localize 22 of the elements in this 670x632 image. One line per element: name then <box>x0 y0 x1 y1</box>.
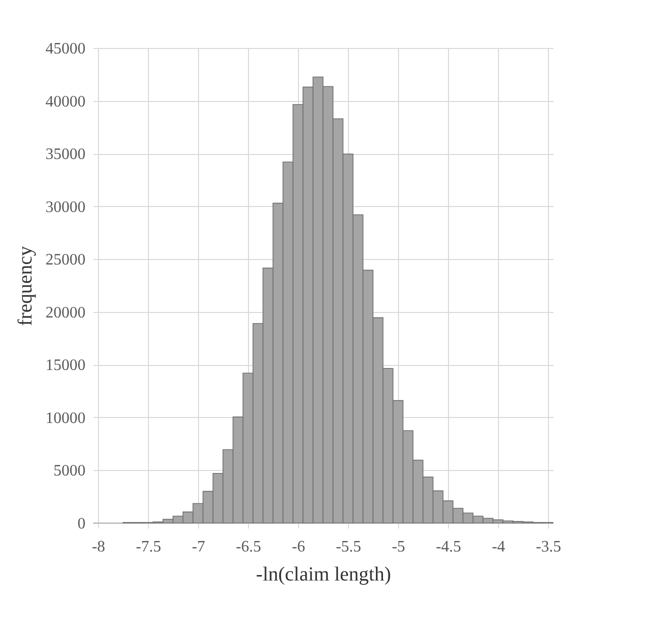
y-tick-label: 45000 <box>46 40 86 58</box>
x-axis-title: -ln(claim length) <box>256 564 391 586</box>
x-tick-label: -5 <box>392 538 406 556</box>
x-tick-label: -4.5 <box>436 538 462 556</box>
x-tick-label: -6 <box>292 538 306 556</box>
y-axis-title: frequency <box>14 246 36 326</box>
y-tick-label: 0 <box>78 516 86 532</box>
y-tick-label: 5000 <box>54 462 86 480</box>
y-tick-label: 10000 <box>46 410 86 427</box>
y-tick-label: 40000 <box>46 93 86 110</box>
x-tick-label: -3.5 <box>536 538 562 556</box>
y-tick-label: 20000 <box>46 304 86 322</box>
y-tick-label: 25000 <box>46 252 86 269</box>
x-tick-label: -6.5 <box>236 538 262 556</box>
y-tick-label: 30000 <box>46 198 86 216</box>
x-tick-label: -5.5 <box>336 538 362 556</box>
x-tick-label: -8 <box>92 538 106 556</box>
x-tick-label: -7.5 <box>136 538 162 556</box>
y-tick-label: 35000 <box>46 146 86 164</box>
y-tick-label: 15000 <box>46 357 86 374</box>
x-tick-label: -7 <box>192 538 206 556</box>
x-tick-label: -4 <box>492 538 506 556</box>
